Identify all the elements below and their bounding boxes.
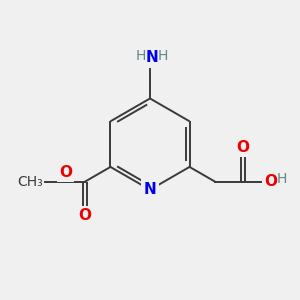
Text: O: O bbox=[59, 165, 72, 180]
Text: CH₃: CH₃ bbox=[17, 175, 43, 189]
Text: N: N bbox=[146, 50, 159, 65]
Text: H: H bbox=[135, 49, 146, 63]
Text: H: H bbox=[277, 172, 287, 186]
Text: O: O bbox=[236, 140, 250, 155]
Text: N: N bbox=[144, 182, 156, 197]
Text: O: O bbox=[264, 174, 277, 189]
Text: O: O bbox=[79, 208, 92, 223]
Text: H: H bbox=[158, 49, 168, 63]
